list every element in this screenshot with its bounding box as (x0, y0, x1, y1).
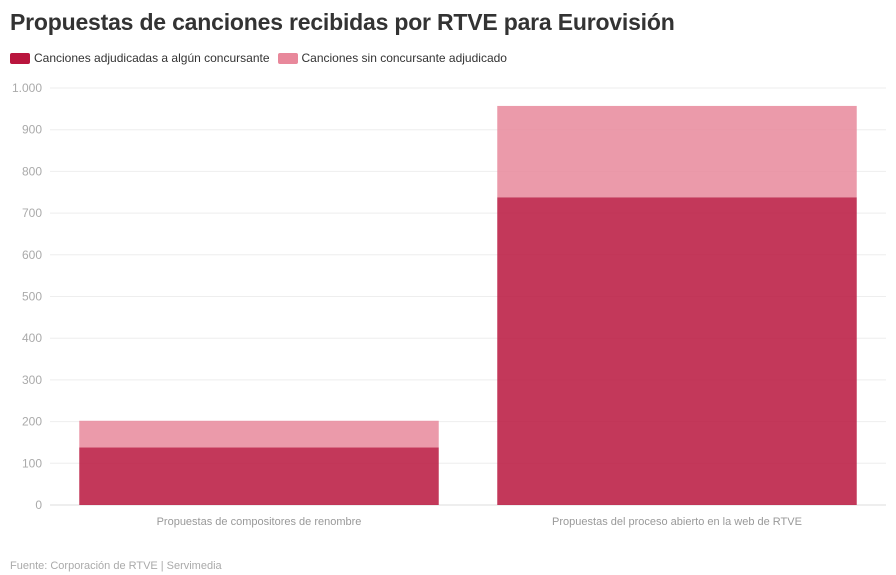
x-tick-label-0: Propuestas de compositores de renombre (157, 516, 362, 528)
footer-credit: Servimedia (166, 560, 222, 572)
legend-item-adjudicadas[interactable]: Canciones adjudicadas a algún concursant… (10, 51, 270, 65)
bar-cat0-series1 (79, 420, 439, 448)
bar-cat1-series1 (497, 105, 857, 198)
bar-cat1-series0 (497, 197, 857, 505)
footer-source: Fuente: Corporación de RTVE (10, 560, 158, 572)
y-tick-label-100: 100 (22, 456, 42, 470)
legend-item-sin-adjudicar[interactable]: Canciones sin concursante adjudicado (277, 51, 507, 65)
bar-cat0-series0 (79, 447, 439, 505)
legend-label-sin-adjudicar: Canciones sin concursante adjudicado (301, 51, 507, 65)
x-tick-label-1: Propuestas del proceso abierto en la web… (552, 516, 802, 528)
y-tick-label-500: 500 (22, 290, 42, 304)
y-tick-label-800: 800 (22, 164, 42, 178)
footer-separator: | (160, 560, 164, 572)
y-tick-label-400: 400 (22, 331, 42, 345)
y-tick-label-200: 200 (22, 415, 42, 429)
y-tick-label-300: 300 (22, 373, 42, 387)
chart-title: Propuestas de canciones recibidas por RT… (10, 9, 675, 35)
y-tick-label-900: 900 (22, 123, 42, 137)
y-tick-label-700: 700 (22, 206, 42, 220)
y-tick-label-1000: 1.000 (12, 81, 42, 95)
y-tick-label-600: 600 (22, 248, 42, 262)
legend-label-adjudicadas: Canciones adjudicadas a algún concursant… (34, 51, 270, 65)
y-tick-label-0: 0 (35, 498, 42, 512)
legend-swatch-adjudicadas (10, 52, 30, 64)
legend-swatch-sin-adjudicar (277, 52, 298, 64)
chart-footer: Fuente: Corporación de RTVE | Servimedia (10, 560, 222, 572)
chart-legend: Canciones adjudicadas a algún concursant… (10, 50, 515, 66)
